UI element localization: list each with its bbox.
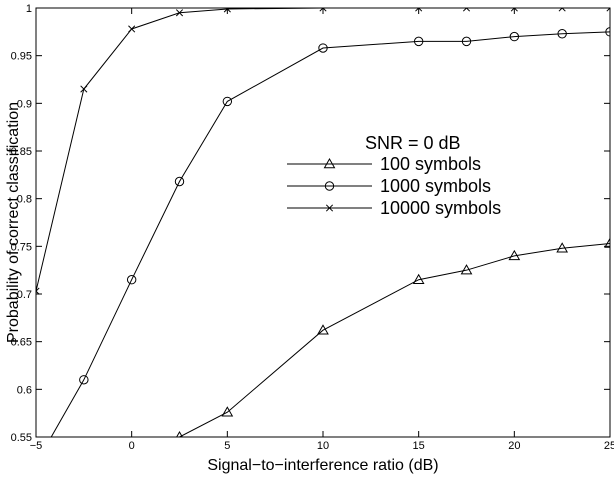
y-tick-label: 0.8 xyxy=(17,194,32,206)
y-tick-label: 0.9 xyxy=(17,98,32,110)
y-tick-label: 1 xyxy=(26,3,32,15)
data-point xyxy=(461,36,472,47)
x-marker-stroke xyxy=(606,8,610,12)
data-point xyxy=(174,176,185,187)
x-marker-stroke xyxy=(417,8,423,12)
data-point xyxy=(126,275,137,285)
data-point xyxy=(128,25,136,33)
data-point xyxy=(510,8,518,12)
x-tick-label: 15 xyxy=(413,440,425,452)
x-marker-stroke xyxy=(322,8,327,12)
y-tick-label: 0.95 xyxy=(11,51,32,63)
data-point xyxy=(36,287,40,295)
x-marker-stroke xyxy=(465,8,471,12)
series-2 xyxy=(36,8,610,295)
data-point xyxy=(509,31,520,42)
data-point xyxy=(223,8,231,13)
x-marker-stroke xyxy=(36,287,40,292)
data-point xyxy=(176,430,183,437)
x-marker-stroke xyxy=(561,8,566,12)
legend-entry xyxy=(287,204,372,212)
x-tick-label: 10 xyxy=(317,440,329,452)
legend-marker xyxy=(325,204,334,212)
data-point xyxy=(460,264,473,275)
y-tick-label: 0.55 xyxy=(11,432,32,444)
data-point xyxy=(558,8,566,12)
data-point xyxy=(415,8,423,12)
data-point xyxy=(604,237,610,248)
legend-label: 1000 symbols xyxy=(380,176,491,196)
data-point xyxy=(605,27,610,37)
y-tick-label: 0.65 xyxy=(11,337,32,349)
series-line xyxy=(50,31,610,437)
data-point xyxy=(318,43,328,53)
legend-title: SNR = 0 dB xyxy=(365,133,461,153)
data-point xyxy=(222,96,233,107)
x-axis-label: Signal−to−interference ratio (dB) xyxy=(207,457,438,474)
x-tick-label: 25 xyxy=(604,440,614,452)
x-marker-stroke xyxy=(223,8,229,13)
legend-marker xyxy=(323,157,336,169)
x-tick-label: 0 xyxy=(129,440,135,452)
y-tick-label: 0.85 xyxy=(11,146,32,158)
data-point xyxy=(508,249,521,261)
x-marker-stroke xyxy=(415,8,420,12)
series-0 xyxy=(176,237,610,437)
x-marker-stroke xyxy=(462,8,468,12)
data-point xyxy=(319,8,327,12)
legend-label: 100 symbols xyxy=(380,154,481,174)
x-marker-stroke xyxy=(128,25,136,33)
x-marker-stroke xyxy=(80,85,88,93)
legend-marker xyxy=(324,181,335,191)
x-marker-stroke xyxy=(175,9,184,17)
x-tick-label: 20 xyxy=(508,440,520,452)
x-marker-stroke xyxy=(558,8,563,12)
series-1 xyxy=(50,27,610,437)
series-line xyxy=(179,242,610,437)
y-tick-label: 0.6 xyxy=(17,384,32,396)
series-line xyxy=(36,8,610,292)
data-point xyxy=(606,8,610,12)
y-tick-label: 0.7 xyxy=(17,289,32,301)
data-point xyxy=(556,242,569,253)
legend-label: 10000 symbols xyxy=(380,198,501,218)
x-marker-stroke xyxy=(513,8,518,12)
data-point xyxy=(80,85,88,93)
y-axis-label: Probability of correct classification xyxy=(5,102,22,343)
x-marker-stroke xyxy=(325,204,334,212)
x-marker-stroke xyxy=(36,290,40,295)
legend-entry xyxy=(287,181,372,191)
data-point xyxy=(557,29,567,39)
data-point xyxy=(462,8,471,12)
plot-area-frame xyxy=(35,7,611,438)
data-point xyxy=(175,9,184,17)
y-tick-label: 0.75 xyxy=(11,241,32,253)
x-marker-stroke xyxy=(510,8,516,12)
x-tick-label: −5 xyxy=(30,440,43,452)
legend-entry xyxy=(287,157,372,169)
x-tick-label: 5 xyxy=(224,440,230,452)
data-point xyxy=(412,273,425,284)
data-point xyxy=(413,36,424,47)
data-point xyxy=(317,324,329,335)
data-point xyxy=(221,406,234,417)
x-marker-stroke xyxy=(319,8,324,12)
data-point xyxy=(79,375,89,385)
